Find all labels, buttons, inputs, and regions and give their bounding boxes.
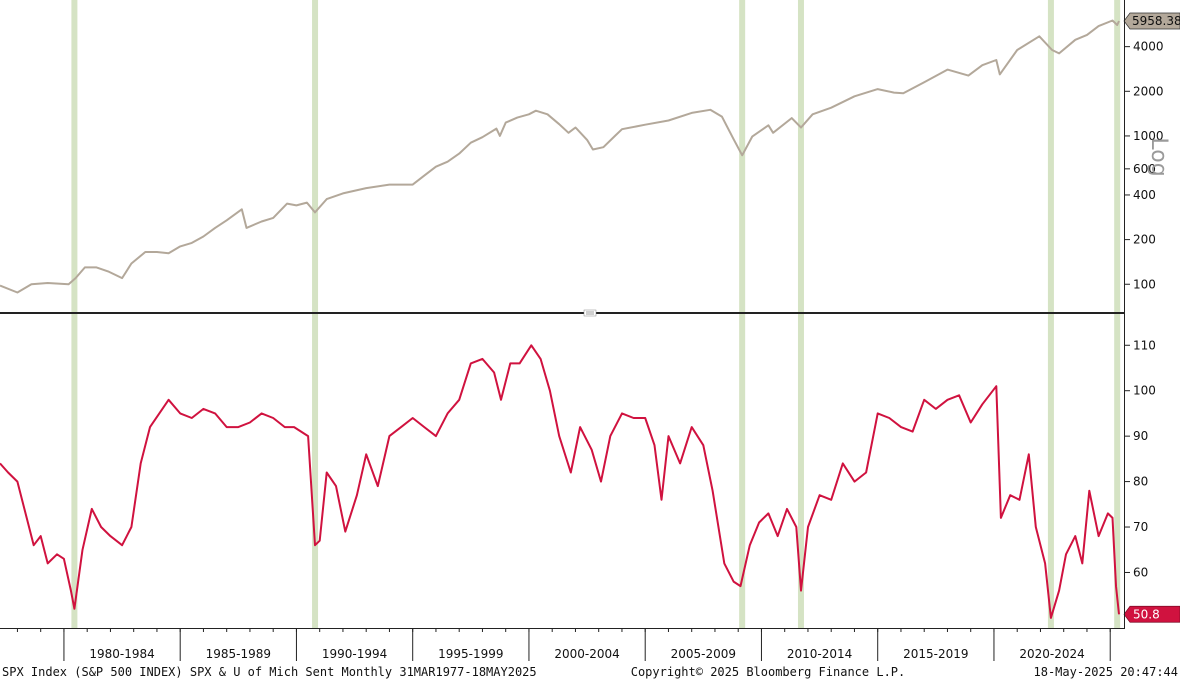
spx-last-value-tag [1123, 12, 1180, 30]
x-label-1: 1985-1989 [206, 647, 271, 661]
divider-drag-handle[interactable] [583, 309, 597, 317]
sentiment-last-value-label: 50.8 [1133, 607, 1160, 621]
bottom-panel-sentiment: 60 70 80 90 100 110 50.8 [0, 338, 1180, 623]
x-label-2: 1990-1994 [322, 647, 387, 661]
x-label-7: 2015-2019 [903, 647, 968, 661]
bottom-ytick-label-110: 110 [1133, 338, 1156, 352]
top-ytick-label-100: 100 [1133, 277, 1156, 291]
top-ytick-label-2000: 2000 [1133, 84, 1164, 98]
bottom-ytick-label-100: 100 [1133, 384, 1156, 398]
x-label-6: 2010-2014 [787, 647, 852, 661]
x-label-5: 2005-2009 [671, 647, 736, 661]
top-panel-spx: 100 200 400 600 1000 2000 4000 5958.38 [0, 12, 1180, 294]
top-ytick-label-4000: 4000 [1133, 40, 1164, 54]
bottom-ytick-label-60: 60 [1133, 565, 1148, 579]
footer-copyright: Copyright© 2025 Bloomberg Finance L.P. [631, 665, 906, 679]
x-label-4: 2000-2004 [554, 647, 619, 661]
x-axis: 1980-1984 1985-1989 1990-1994 1995-1999 2000… [16, 628, 1111, 661]
x-label-8: 2020-2024 [1019, 647, 1084, 661]
sentiment-line [0, 344, 1120, 619]
bottom-ytick-label-90: 90 [1133, 429, 1148, 443]
spx-last-value-label: 5958.38 [1132, 14, 1180, 28]
footer-timestamp: 18-May-2025 20:47:44 [1034, 665, 1179, 679]
footer-series-info: SPX Index (S&P 500 INDEX) SPX & U of Mic… [2, 665, 537, 679]
top-ytick-label-200: 200 [1133, 233, 1156, 247]
log-scale-label: Log [1146, 137, 1171, 176]
sentiment-last-value-tag [1123, 605, 1180, 623]
top-ytick-label-400: 400 [1133, 188, 1156, 202]
x-label-3: 1995-1999 [438, 647, 503, 661]
top-ytick-label-1000: 1000 [1133, 129, 1164, 143]
bottom-ytick-label-70: 70 [1133, 520, 1148, 534]
chart-frame [0, 0, 1125, 629]
top-ytick-label-600: 600 [1133, 162, 1156, 176]
spx-index-line [0, 19, 1120, 294]
bottom-ytick-label-80: 80 [1133, 475, 1148, 489]
x-label-0: 1980-1984 [89, 647, 154, 661]
